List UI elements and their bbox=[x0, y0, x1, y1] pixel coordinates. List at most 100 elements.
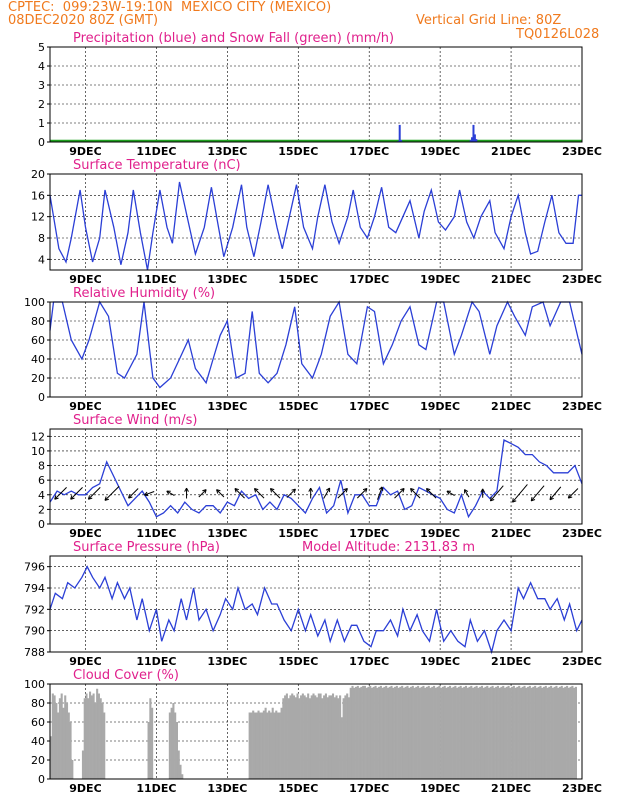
cloud-bar bbox=[420, 686, 423, 779]
pres-y-tick-label: 796 bbox=[24, 561, 45, 574]
cloud-bar bbox=[177, 750, 180, 779]
cloud-bar bbox=[569, 686, 572, 779]
pres-frame bbox=[49, 555, 583, 653]
precip-title: Precipitation (blue) and Snow Fall (gree… bbox=[73, 31, 394, 46]
cloud-bar bbox=[454, 685, 457, 779]
cloud-bar bbox=[459, 685, 462, 779]
cloud-date-tick: 13DEC bbox=[207, 782, 247, 795]
cloud-bar bbox=[346, 693, 349, 779]
cloud-bar bbox=[411, 685, 414, 779]
precip-bar bbox=[469, 140, 472, 142]
cloud-bar bbox=[81, 750, 85, 779]
wind-y-tick-label: 4 bbox=[38, 489, 45, 502]
cloud-bar bbox=[417, 685, 420, 779]
wind-arrow-head bbox=[378, 486, 383, 490]
cloud-bar bbox=[450, 687, 453, 779]
cloud-bar bbox=[558, 686, 562, 779]
cloud-bar bbox=[505, 686, 508, 779]
cloud-bar bbox=[394, 686, 397, 779]
wind-arrow bbox=[446, 490, 455, 496]
cloud-bar bbox=[248, 712, 251, 779]
cloud-bar bbox=[99, 698, 102, 779]
cloud-bar bbox=[335, 695, 338, 779]
cloud-y-tick-label: 80 bbox=[31, 697, 45, 710]
cloud-bar bbox=[92, 693, 95, 779]
cloud-bar bbox=[55, 703, 58, 779]
cloud-bar bbox=[530, 687, 533, 779]
wind-arrow bbox=[511, 484, 528, 503]
cloud-bar bbox=[168, 712, 171, 779]
cloud-bar bbox=[349, 687, 352, 779]
wind-arrow-head bbox=[410, 488, 415, 491]
cloud-bar bbox=[482, 687, 485, 779]
cloud-bar bbox=[307, 693, 310, 779]
cloud-bar bbox=[431, 686, 434, 779]
rh-y-tick-label: 0 bbox=[38, 391, 45, 404]
cloud-bar bbox=[551, 687, 554, 779]
wind-arrow-shaft bbox=[88, 487, 101, 500]
cloud-bar bbox=[388, 686, 391, 779]
cloud-bar bbox=[303, 695, 306, 779]
cloud-bar bbox=[312, 693, 315, 779]
temp-date-tick: 23DEC bbox=[562, 273, 602, 286]
pres-date-tick: 21DEC bbox=[491, 655, 531, 668]
cloud-bar bbox=[438, 685, 441, 779]
wind-arrow-head bbox=[104, 496, 107, 501]
cloud-title: Cloud Cover (%) bbox=[73, 668, 179, 683]
temp-frame bbox=[49, 173, 583, 271]
rh-date-tick: 9DEC bbox=[69, 400, 101, 413]
wind-y-tick-label: 2 bbox=[38, 503, 45, 516]
wind-arrow-head bbox=[254, 488, 259, 491]
wind-arrow-head bbox=[184, 487, 187, 492]
wind-arrow-shaft bbox=[323, 487, 331, 499]
wind-arrow-head bbox=[144, 491, 148, 496]
rh-y-tick-label: 80 bbox=[31, 315, 45, 328]
wind-arrow-head bbox=[234, 488, 237, 493]
cloud-bar bbox=[573, 687, 576, 779]
wind-arrow bbox=[394, 488, 405, 499]
wind-arrow bbox=[464, 489, 470, 498]
cloud-bar bbox=[333, 697, 336, 779]
cloud-bar bbox=[97, 693, 100, 779]
wind-date-tick: 21DEC bbox=[491, 527, 531, 540]
cloud-bar bbox=[399, 686, 402, 779]
cloud-bar bbox=[397, 687, 400, 779]
cloud-date-tick: 17DEC bbox=[349, 782, 389, 795]
cloud-bar bbox=[571, 685, 574, 779]
cloud-bar bbox=[305, 697, 308, 779]
wind-arrow-head bbox=[87, 495, 90, 500]
rh-y-tick-label: 40 bbox=[31, 353, 45, 366]
wind-arrow-shaft bbox=[567, 488, 579, 499]
precip-bar bbox=[400, 140, 403, 142]
precip-date-tick: 23DEC bbox=[562, 145, 602, 158]
cloud-date-tick: 23DEC bbox=[562, 782, 602, 795]
wind-arrow-head bbox=[270, 488, 275, 491]
cloud-y-tick-label: 20 bbox=[31, 754, 45, 767]
precip-y-tick-label: 1 bbox=[38, 117, 45, 130]
cloud-bar bbox=[495, 686, 498, 779]
cloud-bar bbox=[291, 693, 294, 779]
wind-arrow-head bbox=[202, 489, 207, 492]
rh-panel: 9DEC 11DEC 13DEC 15DEC 17DEC 19DEC 21DEC 23DEC 0… bbox=[24, 286, 602, 413]
cloud-bar bbox=[486, 685, 489, 779]
wind-arrow-head bbox=[365, 488, 368, 493]
temp-y-tick-label: 20 bbox=[31, 168, 45, 181]
cloud-bar bbox=[87, 698, 90, 779]
cloud-bar bbox=[151, 707, 154, 779]
wind-y-tick-label: 0 bbox=[38, 518, 45, 531]
wind-arrow bbox=[549, 486, 562, 501]
cloud-bar bbox=[518, 685, 521, 779]
cloud-bar bbox=[174, 712, 177, 779]
cloud-bar bbox=[449, 685, 452, 779]
precip-date-tick: 21DEC bbox=[491, 145, 531, 158]
cloud-bar bbox=[564, 686, 567, 779]
model-id-header: TQ0126L028 bbox=[516, 27, 600, 42]
cloud-bar bbox=[287, 698, 290, 779]
precip-bar bbox=[473, 134, 476, 142]
cloud-bar bbox=[429, 687, 432, 779]
cloud-bar bbox=[289, 695, 292, 779]
cloud-bar bbox=[67, 712, 70, 779]
wind-arrow-shaft bbox=[286, 488, 296, 498]
pres-title: Surface Pressure (hPa) bbox=[73, 540, 220, 555]
precip-date-tick: 19DEC bbox=[420, 145, 460, 158]
